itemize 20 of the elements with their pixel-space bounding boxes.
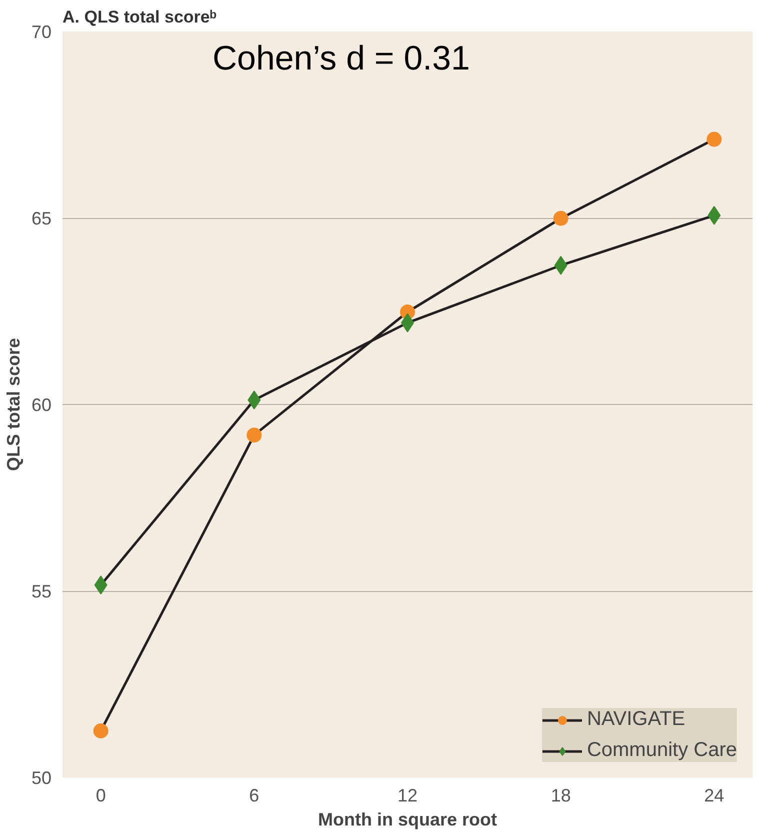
point — [553, 210, 568, 226]
legend-label: Community Care — [586, 739, 737, 762]
y-axis-title: QLS total score — [3, 338, 24, 472]
point — [246, 428, 262, 443]
y-tick-label: 60 — [31, 395, 52, 415]
x-tick-label: 0 — [96, 786, 106, 806]
point — [93, 723, 108, 738]
point — [706, 132, 722, 147]
x-tick-label: 24 — [704, 786, 724, 806]
legend-label: NAVIGATE — [586, 708, 686, 731]
x-tick-label: 6 — [249, 786, 260, 806]
y-tick-label: 70 — [31, 22, 52, 42]
chart-title: A. QLS total scoreᵇ — [62, 8, 217, 26]
x-tick-label: 18 — [550, 786, 571, 806]
y-tick-label: 50 — [31, 768, 52, 788]
x-tick-label: 12 — [397, 786, 418, 806]
y-tick-label: 55 — [31, 582, 52, 602]
y-tick-label: 65 — [31, 208, 52, 228]
x-axis-title: Month in square root — [318, 810, 498, 830]
annotation: Cohen’s d = 0.31 — [212, 40, 470, 78]
